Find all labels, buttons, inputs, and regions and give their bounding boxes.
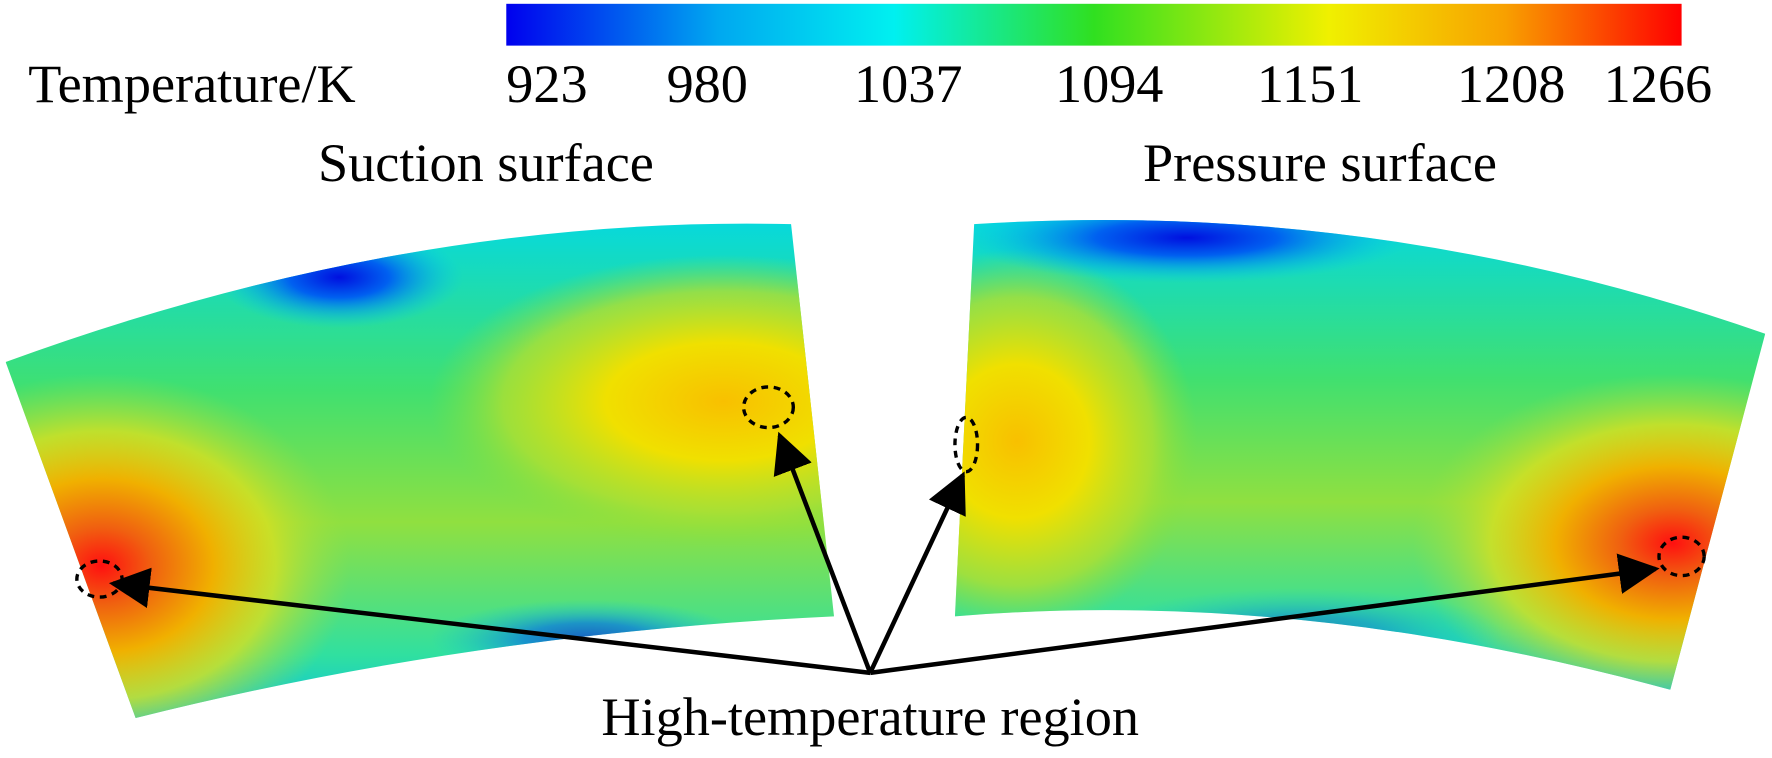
- arrows: [108, 431, 1660, 676]
- colorbar-tick-label: 923: [506, 54, 587, 114]
- colorbar-tick-label: 1094: [1055, 54, 1163, 114]
- panel-title: Pressure surface: [1143, 133, 1497, 193]
- colorbar: [506, 3, 1682, 46]
- colorbar-tick-label: 1037: [854, 54, 962, 114]
- annotation: High-temperature region: [601, 687, 1139, 747]
- suction-surface-contour: [5, 223, 835, 719]
- colorbar-label: Temperature/K: [28, 54, 355, 114]
- colorbar-tick-label: 980: [667, 54, 748, 114]
- colorbar-ticks: 923 980 1037 1094 1151 1208 1266: [506, 54, 1712, 114]
- panel-title: Suction surface: [318, 133, 654, 193]
- colorbar-tick-label: 1208: [1457, 54, 1565, 114]
- colorbar-tick-label: 1151: [1257, 54, 1363, 114]
- pressure-surface-contour: [954, 219, 1766, 690]
- colorbar-tick-label: 1266: [1604, 54, 1712, 114]
